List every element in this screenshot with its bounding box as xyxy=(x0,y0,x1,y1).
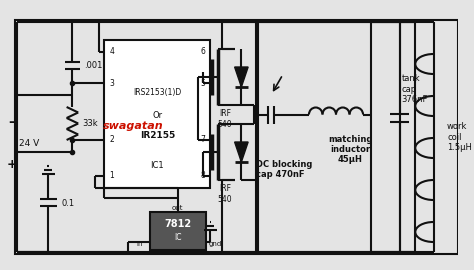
Text: 0.1: 0.1 xyxy=(62,198,75,208)
Text: -: - xyxy=(9,115,15,129)
Bar xyxy=(104,40,210,188)
Text: +: + xyxy=(6,158,17,171)
Text: 24 V: 24 V xyxy=(19,139,39,147)
Text: 1: 1 xyxy=(109,171,114,181)
Polygon shape xyxy=(235,142,248,162)
Text: 6: 6 xyxy=(201,48,205,56)
Text: 7: 7 xyxy=(201,136,205,144)
Text: 5: 5 xyxy=(201,79,205,87)
Text: work
coil
1.5μH: work coil 1.5μH xyxy=(447,122,472,152)
Text: IC: IC xyxy=(174,234,182,242)
Text: 4: 4 xyxy=(109,48,114,56)
Text: out: out xyxy=(172,205,183,211)
Text: IRS2153(1)D: IRS2153(1)D xyxy=(133,89,182,97)
Text: Or: Or xyxy=(152,112,163,120)
Text: swagatan: swagatan xyxy=(103,121,164,131)
Text: 7812: 7812 xyxy=(164,219,191,229)
Bar xyxy=(150,212,206,250)
Polygon shape xyxy=(235,67,248,87)
Text: in: in xyxy=(137,241,143,247)
Text: 3: 3 xyxy=(109,79,114,87)
Text: gnd: gnd xyxy=(209,241,222,247)
Text: 2: 2 xyxy=(109,136,114,144)
Text: 33k: 33k xyxy=(82,119,98,128)
Text: IRF
540: IRF 540 xyxy=(218,184,232,204)
Text: matching
inductor
45μH: matching inductor 45μH xyxy=(328,135,373,164)
Text: 8: 8 xyxy=(201,171,205,181)
Bar xyxy=(16,20,458,254)
Text: tank
cap
376nF: tank cap 376nF xyxy=(401,74,428,104)
Text: IR2155: IR2155 xyxy=(140,131,175,140)
Text: IRF
540: IRF 540 xyxy=(218,109,232,129)
Text: .001: .001 xyxy=(84,61,102,70)
Text: DC blocking
cap 470nF: DC blocking cap 470nF xyxy=(256,160,312,179)
Text: IC1: IC1 xyxy=(151,161,164,170)
